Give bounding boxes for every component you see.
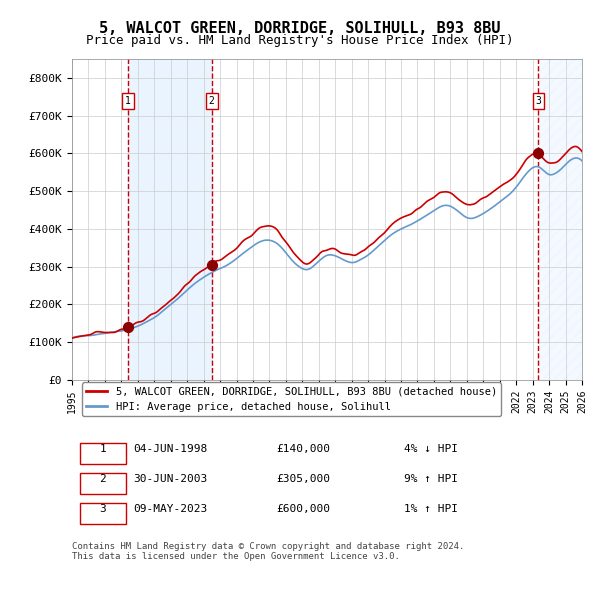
Legend: 5, WALCOT GREEN, DORRIDGE, SOLIHULL, B93 8BU (detached house), HPI: Average pric: 5, WALCOT GREEN, DORRIDGE, SOLIHULL, B93…: [82, 382, 501, 416]
Text: £600,000: £600,000: [276, 504, 330, 514]
FancyBboxPatch shape: [80, 473, 125, 494]
Text: 5, WALCOT GREEN, DORRIDGE, SOLIHULL, B93 8BU: 5, WALCOT GREEN, DORRIDGE, SOLIHULL, B93…: [99, 21, 501, 35]
Point: [207, 260, 217, 270]
Text: 09-MAY-2023: 09-MAY-2023: [133, 504, 208, 514]
Text: £140,000: £140,000: [276, 444, 330, 454]
Text: 3: 3: [99, 504, 106, 514]
Text: Price paid vs. HM Land Registry's House Price Index (HPI): Price paid vs. HM Land Registry's House …: [86, 34, 514, 47]
Text: 3: 3: [535, 96, 541, 106]
Text: Contains HM Land Registry data © Crown copyright and database right 2024.
This d: Contains HM Land Registry data © Crown c…: [72, 542, 464, 561]
FancyBboxPatch shape: [80, 503, 125, 524]
Text: 1: 1: [99, 444, 106, 454]
Text: 1% ↑ HPI: 1% ↑ HPI: [404, 504, 458, 514]
Text: 4% ↓ HPI: 4% ↓ HPI: [404, 444, 458, 454]
Point: [124, 322, 133, 332]
Text: 2: 2: [209, 96, 215, 106]
Text: 1: 1: [125, 96, 131, 106]
Point: [533, 149, 543, 158]
Text: 2: 2: [99, 474, 106, 484]
Bar: [128, 59, 212, 380]
Bar: [538, 59, 582, 380]
Text: 04-JUN-1998: 04-JUN-1998: [133, 444, 208, 454]
Text: 9% ↑ HPI: 9% ↑ HPI: [404, 474, 458, 484]
Text: £305,000: £305,000: [276, 474, 330, 484]
FancyBboxPatch shape: [80, 443, 125, 464]
Text: 30-JUN-2003: 30-JUN-2003: [133, 474, 208, 484]
